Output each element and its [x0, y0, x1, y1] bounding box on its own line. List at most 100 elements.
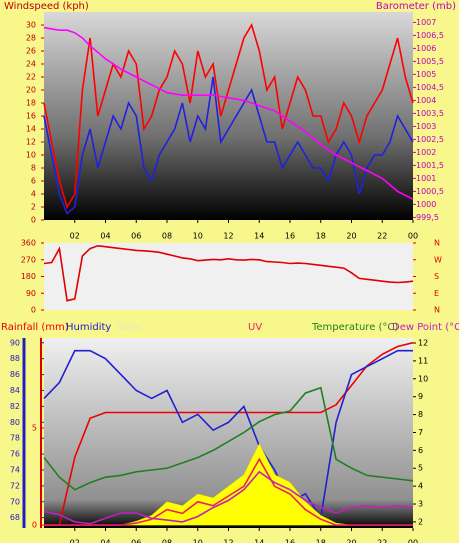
y2-tick-label: 1003 [416, 122, 436, 131]
x-tick-label: 08 [162, 232, 172, 241]
y-tick-label: 16 [26, 112, 36, 121]
y-tick-label: 68 [10, 513, 20, 522]
y2-tick-label: 7 [418, 428, 423, 437]
y-tick-label: 4 [31, 190, 36, 199]
x-tick-label: 10 [193, 539, 203, 543]
x-tick-label: 20 [346, 539, 356, 543]
y3-tick-label: 0 [32, 521, 37, 530]
y2-tick-label: 5 [418, 464, 423, 473]
y-tick-label: 14 [26, 125, 36, 134]
y-tick-label: 82 [10, 402, 20, 411]
x-tick-label: 20 [346, 232, 356, 241]
legend-label: Humidity [66, 322, 111, 333]
y2-tick-label: 1000 [416, 200, 436, 209]
line [44, 457, 413, 526]
y-tick-label: 18 [26, 99, 36, 108]
y2-tick-label: 1007 [416, 18, 436, 27]
y-tick-label: 88 [10, 354, 20, 363]
x-tick-label: 18 [316, 539, 326, 543]
x-tick-label: 04 [100, 539, 110, 543]
y2-tick-label: S [434, 272, 439, 281]
y-tick-label: 80 [10, 418, 20, 427]
y2-tick-label: 10 [418, 374, 428, 383]
x-tick-label: 00 [408, 539, 418, 543]
y-tick-label: 76 [10, 450, 20, 459]
y-tick-label: 70 [10, 497, 20, 506]
x-tick-label: 08 [162, 539, 172, 543]
x-tick-label: 02 [70, 539, 80, 543]
axis-title: Barometer (mb) [376, 1, 456, 12]
y2-tick-label: 1002,5 [416, 135, 444, 144]
y2-tick-label: 1002 [416, 148, 436, 157]
x-tick-label: 06 [131, 539, 141, 543]
y2-tick-label: 1005 [416, 70, 436, 79]
y-tick-label: 90 [26, 289, 36, 298]
legend-label: Temperature (°C) [311, 322, 398, 333]
legend-label: Solar [117, 322, 143, 333]
legend-label: Rainfall (mm) [1, 322, 69, 333]
y2-tick-label: 1000,5 [416, 187, 444, 196]
y2-tick-label: W [434, 255, 442, 264]
x-tick-label: 14 [254, 232, 264, 241]
x-tick-label: 10 [193, 232, 203, 241]
x-tick-label: 00 [408, 232, 418, 241]
y-tick-label: 28 [26, 34, 36, 43]
y-tick-label: 78 [10, 434, 20, 443]
y-tick-label: 30 [26, 21, 36, 30]
axis-title: Windspeed (kph) [4, 1, 89, 12]
y2-tick-label: 12 [418, 339, 428, 348]
x-tick-label: 14 [254, 539, 264, 543]
y-tick-label: 72 [10, 481, 20, 490]
x-tick-label: 06 [131, 232, 141, 241]
y-tick-label: 270 [21, 255, 36, 264]
x-tick-label: 12 [223, 232, 233, 241]
y2-tick-label: 1004 [416, 96, 436, 105]
y-tick-label: 20 [26, 86, 36, 95]
y-tick-label: 22 [26, 73, 36, 82]
y-tick-label: 8 [31, 164, 36, 173]
y-tick-label: 0 [31, 216, 36, 225]
y2-tick-label: 3 [418, 500, 423, 509]
y2-tick-label: 4 [418, 482, 423, 491]
y-tick-label: 74 [10, 465, 20, 474]
line [43, 244, 414, 302]
y-tick-label: 84 [10, 386, 20, 395]
y2-tick-label: 2 [418, 517, 423, 526]
y-tick-label: 6 [31, 177, 36, 186]
x-tick-label: 22 [377, 539, 387, 543]
y2-tick-label: 1006 [416, 44, 436, 53]
y-tick-label: 0 [31, 306, 36, 315]
y-tick-label: 360 [21, 239, 36, 248]
y2-tick-label: 9 [418, 392, 423, 401]
line [44, 341, 414, 526]
line [43, 76, 414, 215]
y-tick-label: 10 [26, 151, 36, 160]
y-tick-label: 86 [10, 370, 20, 379]
y2-tick-label: 6 [418, 446, 423, 455]
y-tick-label: 90 [10, 338, 20, 347]
line [43, 23, 414, 209]
line [43, 349, 413, 520]
y2-tick-label: E [434, 289, 439, 298]
y2-tick-label: 1006,5 [416, 31, 444, 40]
y-tick-label: 180 [21, 272, 36, 281]
x-tick-label: 16 [285, 232, 295, 241]
x-tick-label: 04 [100, 232, 110, 241]
x-tick-label: 16 [285, 539, 295, 543]
y2-tick-label: 1003,5 [416, 109, 444, 118]
line [43, 386, 414, 491]
x-tick-label: 18 [316, 232, 326, 241]
y2-tick-label: N [434, 306, 440, 315]
y2-tick-label: 1001 [416, 174, 436, 183]
x-tick-label: 12 [223, 539, 233, 543]
y-tick-label: 26 [26, 47, 36, 56]
plot-bg [44, 243, 413, 310]
y2-tick-label: 8 [418, 410, 423, 419]
y3-tick-label: 5 [32, 424, 37, 433]
line [43, 26, 414, 200]
y-tick-label: 12 [26, 138, 36, 147]
legend-label: Dew Point (°C [392, 322, 459, 333]
x-tick-label: 22 [377, 232, 387, 241]
